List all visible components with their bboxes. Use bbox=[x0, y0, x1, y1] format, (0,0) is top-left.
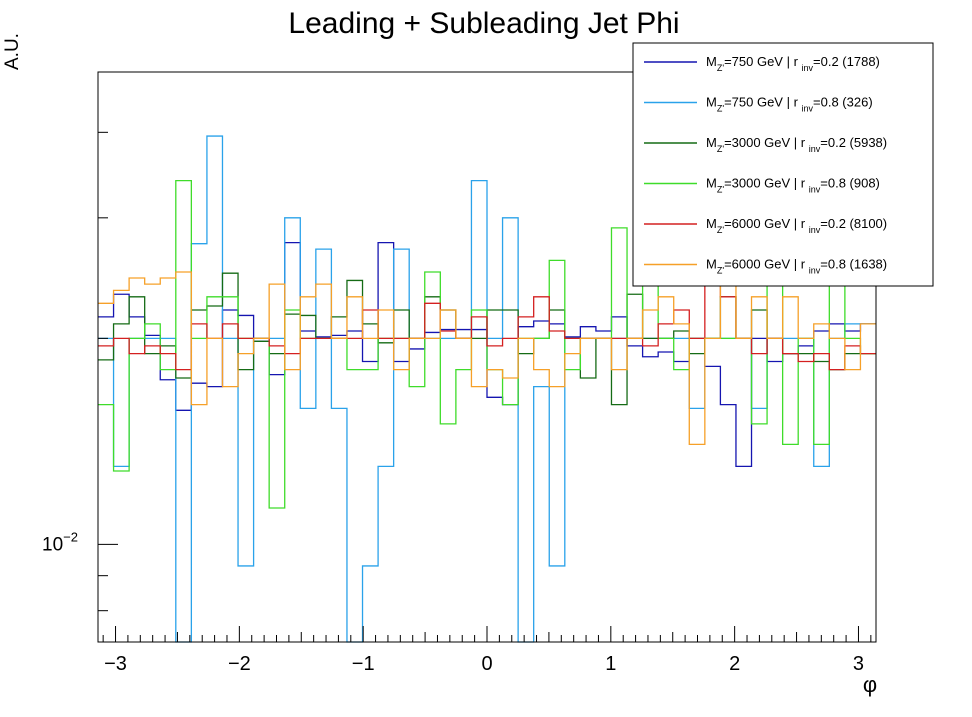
legend-entry-label: MZ'=6000 GeV | r inv=0.8 (1638) bbox=[706, 257, 887, 276]
legend-label-subscript: inv bbox=[802, 104, 814, 114]
legend-label-subscript: inv bbox=[809, 144, 821, 154]
legend-label-subscript: Z' bbox=[717, 266, 724, 276]
legend-label-part: M bbox=[706, 135, 717, 150]
legend-label-part: =0.8 (326) bbox=[813, 95, 873, 110]
x-tick-label: −2 bbox=[228, 653, 251, 675]
legend-label-part: =6000 GeV | r bbox=[724, 216, 809, 231]
legend-label-subscript: Z' bbox=[717, 104, 724, 114]
legend-label-part: =3000 GeV | r bbox=[724, 176, 809, 191]
x-tick-label: 0 bbox=[481, 653, 492, 675]
x-tick-label: 1 bbox=[605, 653, 616, 675]
legend-label-part: =0.8 (1638) bbox=[820, 257, 887, 272]
legend-label-part: =0.2 (5938) bbox=[820, 135, 887, 150]
series-0-histogram bbox=[98, 241, 876, 468]
legend-label-subscript: Z' bbox=[717, 144, 724, 154]
y-axis-label: A.U. bbox=[2, 33, 23, 70]
x-tick-label: −3 bbox=[104, 653, 127, 675]
legend-box bbox=[632, 42, 934, 287]
legend-label-subscript: Z' bbox=[717, 225, 724, 235]
plot-series-group bbox=[98, 135, 876, 643]
x-tick-label: 2 bbox=[729, 653, 740, 675]
legend-label-part: =750 GeV | r bbox=[724, 54, 801, 69]
legend-entry-label: MZ'=750 GeV | r inv=0.2 (1788) bbox=[706, 54, 880, 73]
x-tick-label: −1 bbox=[352, 653, 375, 675]
legend-label-subscript: inv bbox=[809, 185, 821, 195]
y-tick-label-exponent: −2 bbox=[63, 529, 78, 544]
legend-entry-label: MZ'=3000 GeV | r inv=0.2 (5938) bbox=[706, 135, 887, 154]
legend-entry-label: MZ'=3000 GeV | r inv=0.8 (908) bbox=[706, 176, 880, 195]
legend-label-part: M bbox=[706, 257, 717, 272]
legend-label-subscript: Z' bbox=[717, 63, 724, 73]
legend-label-part: =0.2 (8100) bbox=[820, 216, 887, 231]
legend: MZ'=750 GeV | r inv=0.2 (1788)MZ'=750 Ge… bbox=[632, 42, 934, 287]
legend-label-part: =0.2 (1788) bbox=[813, 54, 880, 69]
legend-label-subscript: Z' bbox=[717, 185, 724, 195]
x-axis: −3 −2 −1 0 1 2 3 bbox=[102, 626, 872, 675]
legend-label-subscript: inv bbox=[809, 225, 821, 235]
series-5-histogram bbox=[98, 271, 876, 445]
x-axis-label: φ bbox=[863, 672, 877, 697]
legend-entry-label: MZ'=750 GeV | r inv=0.8 (326) bbox=[706, 95, 873, 114]
y-axis: 10−2 bbox=[42, 131, 118, 612]
y-tick-label-base: 10 bbox=[42, 534, 63, 555]
legend-label-part: =750 GeV | r bbox=[724, 95, 801, 110]
legend-label-part: M bbox=[706, 176, 717, 191]
legend-label-part: =0.8 (908) bbox=[820, 176, 880, 191]
legend-label-part: =6000 GeV | r bbox=[724, 257, 809, 272]
y-tick-label: 10−2 bbox=[42, 529, 78, 555]
legend-label-part: M bbox=[706, 54, 717, 69]
legend-label-part: =3000 GeV | r bbox=[724, 135, 809, 150]
legend-entry-label: MZ'=6000 GeV | r inv=0.2 (8100) bbox=[706, 216, 887, 235]
legend-label-part: M bbox=[706, 216, 717, 231]
x-tick-label: 3 bbox=[853, 653, 864, 675]
chart-title: Leading + Subleading Jet Phi bbox=[288, 7, 679, 40]
legend-label-subscript: inv bbox=[809, 266, 821, 276]
legend-label-subscript: inv bbox=[802, 63, 814, 73]
legend-label-part: M bbox=[706, 95, 717, 110]
